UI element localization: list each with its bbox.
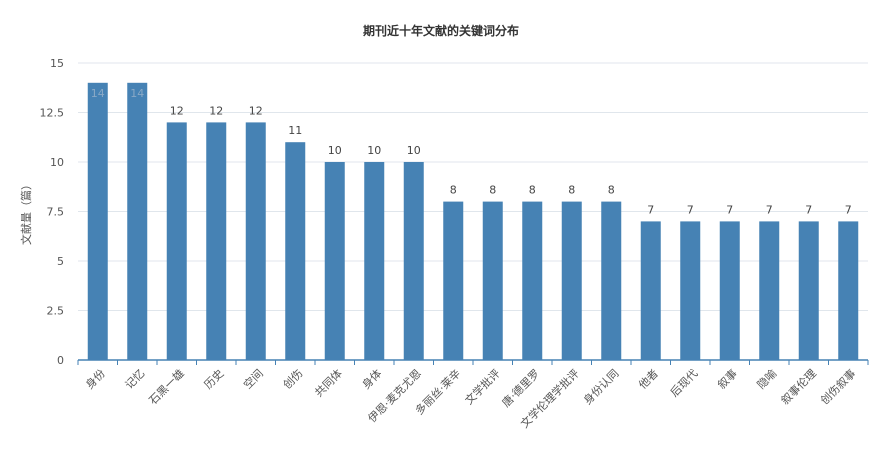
- bar: [838, 221, 859, 360]
- bar: [640, 221, 661, 360]
- x-tick-label: 身份认同: [580, 366, 621, 407]
- x-tick-label: 身体: [359, 366, 384, 391]
- data-label: 8: [568, 184, 575, 197]
- chart-title: 期刊近十年文献的关键词分布: [362, 24, 519, 38]
- data-label: 8: [450, 184, 457, 197]
- y-axis-title: 文献量（篇）: [19, 179, 33, 245]
- x-tick-label: 叙事: [714, 366, 739, 391]
- x-tick-label: 后现代: [668, 367, 701, 400]
- data-label: 10: [367, 144, 381, 157]
- data-label: 7: [766, 203, 773, 216]
- x-tick-label: 身份: [82, 366, 107, 391]
- data-label: 7: [726, 203, 733, 216]
- data-label: 10: [407, 144, 421, 157]
- axes: [77, 359, 869, 365]
- y-tick-label: 12.5: [40, 107, 65, 120]
- y-tick-label: 10: [50, 156, 64, 169]
- bar: [522, 201, 543, 360]
- x-tick-label: 创伤叙事: [817, 366, 858, 407]
- bar: [206, 122, 227, 361]
- bar: [798, 221, 819, 360]
- bar: [443, 201, 464, 360]
- data-label: 11: [288, 124, 302, 137]
- data-label: 8: [489, 184, 496, 197]
- y-tick-label: 2.5: [47, 305, 65, 318]
- bars: [87, 82, 859, 361]
- y-tick-label: 15: [50, 57, 64, 70]
- data-label: 7: [687, 203, 694, 216]
- x-tick-label: 石黑一雄: [146, 366, 187, 407]
- bar: [601, 201, 622, 360]
- grid-lines: [78, 62, 868, 311]
- y-tick-label: 0: [57, 354, 64, 367]
- bar: [680, 221, 701, 360]
- x-tick-label: 记忆: [123, 367, 148, 392]
- y-tick-label: 5: [57, 255, 64, 268]
- bar: [285, 142, 306, 360]
- bar: [561, 201, 582, 360]
- bar: [166, 122, 187, 361]
- bar: [719, 221, 740, 360]
- data-label: 12: [249, 104, 263, 117]
- data-label: 7: [805, 203, 812, 216]
- y-tick-label: 7.5: [47, 206, 65, 219]
- x-tick-label: 历史: [202, 367, 227, 392]
- data-label: 12: [209, 104, 223, 117]
- bar: [324, 162, 345, 360]
- bar: [759, 221, 780, 360]
- data-label: 8: [608, 184, 615, 197]
- bar: [245, 122, 266, 361]
- bar: [364, 162, 385, 360]
- x-tick-label: 叙事伦理: [778, 366, 819, 407]
- bar: [87, 82, 108, 361]
- x-tick-label: 隐喻: [754, 366, 779, 391]
- data-label: 12: [170, 104, 184, 117]
- x-tick-label: 空间: [240, 366, 265, 391]
- bar: [403, 162, 424, 360]
- bar: [127, 82, 148, 361]
- data-label: 7: [647, 203, 654, 216]
- x-tick-label: 共同体: [312, 366, 345, 399]
- x-tick-label: 他者: [636, 367, 661, 392]
- data-label: 10: [328, 144, 342, 157]
- x-tick-label: 文学批评: [462, 366, 503, 407]
- data-label: 7: [845, 203, 852, 216]
- data-label: 14: [91, 87, 105, 100]
- data-label: 14: [130, 87, 144, 100]
- data-label: 8: [529, 184, 536, 197]
- bar: [482, 201, 503, 360]
- x-tick-label: 创伤: [281, 367, 306, 392]
